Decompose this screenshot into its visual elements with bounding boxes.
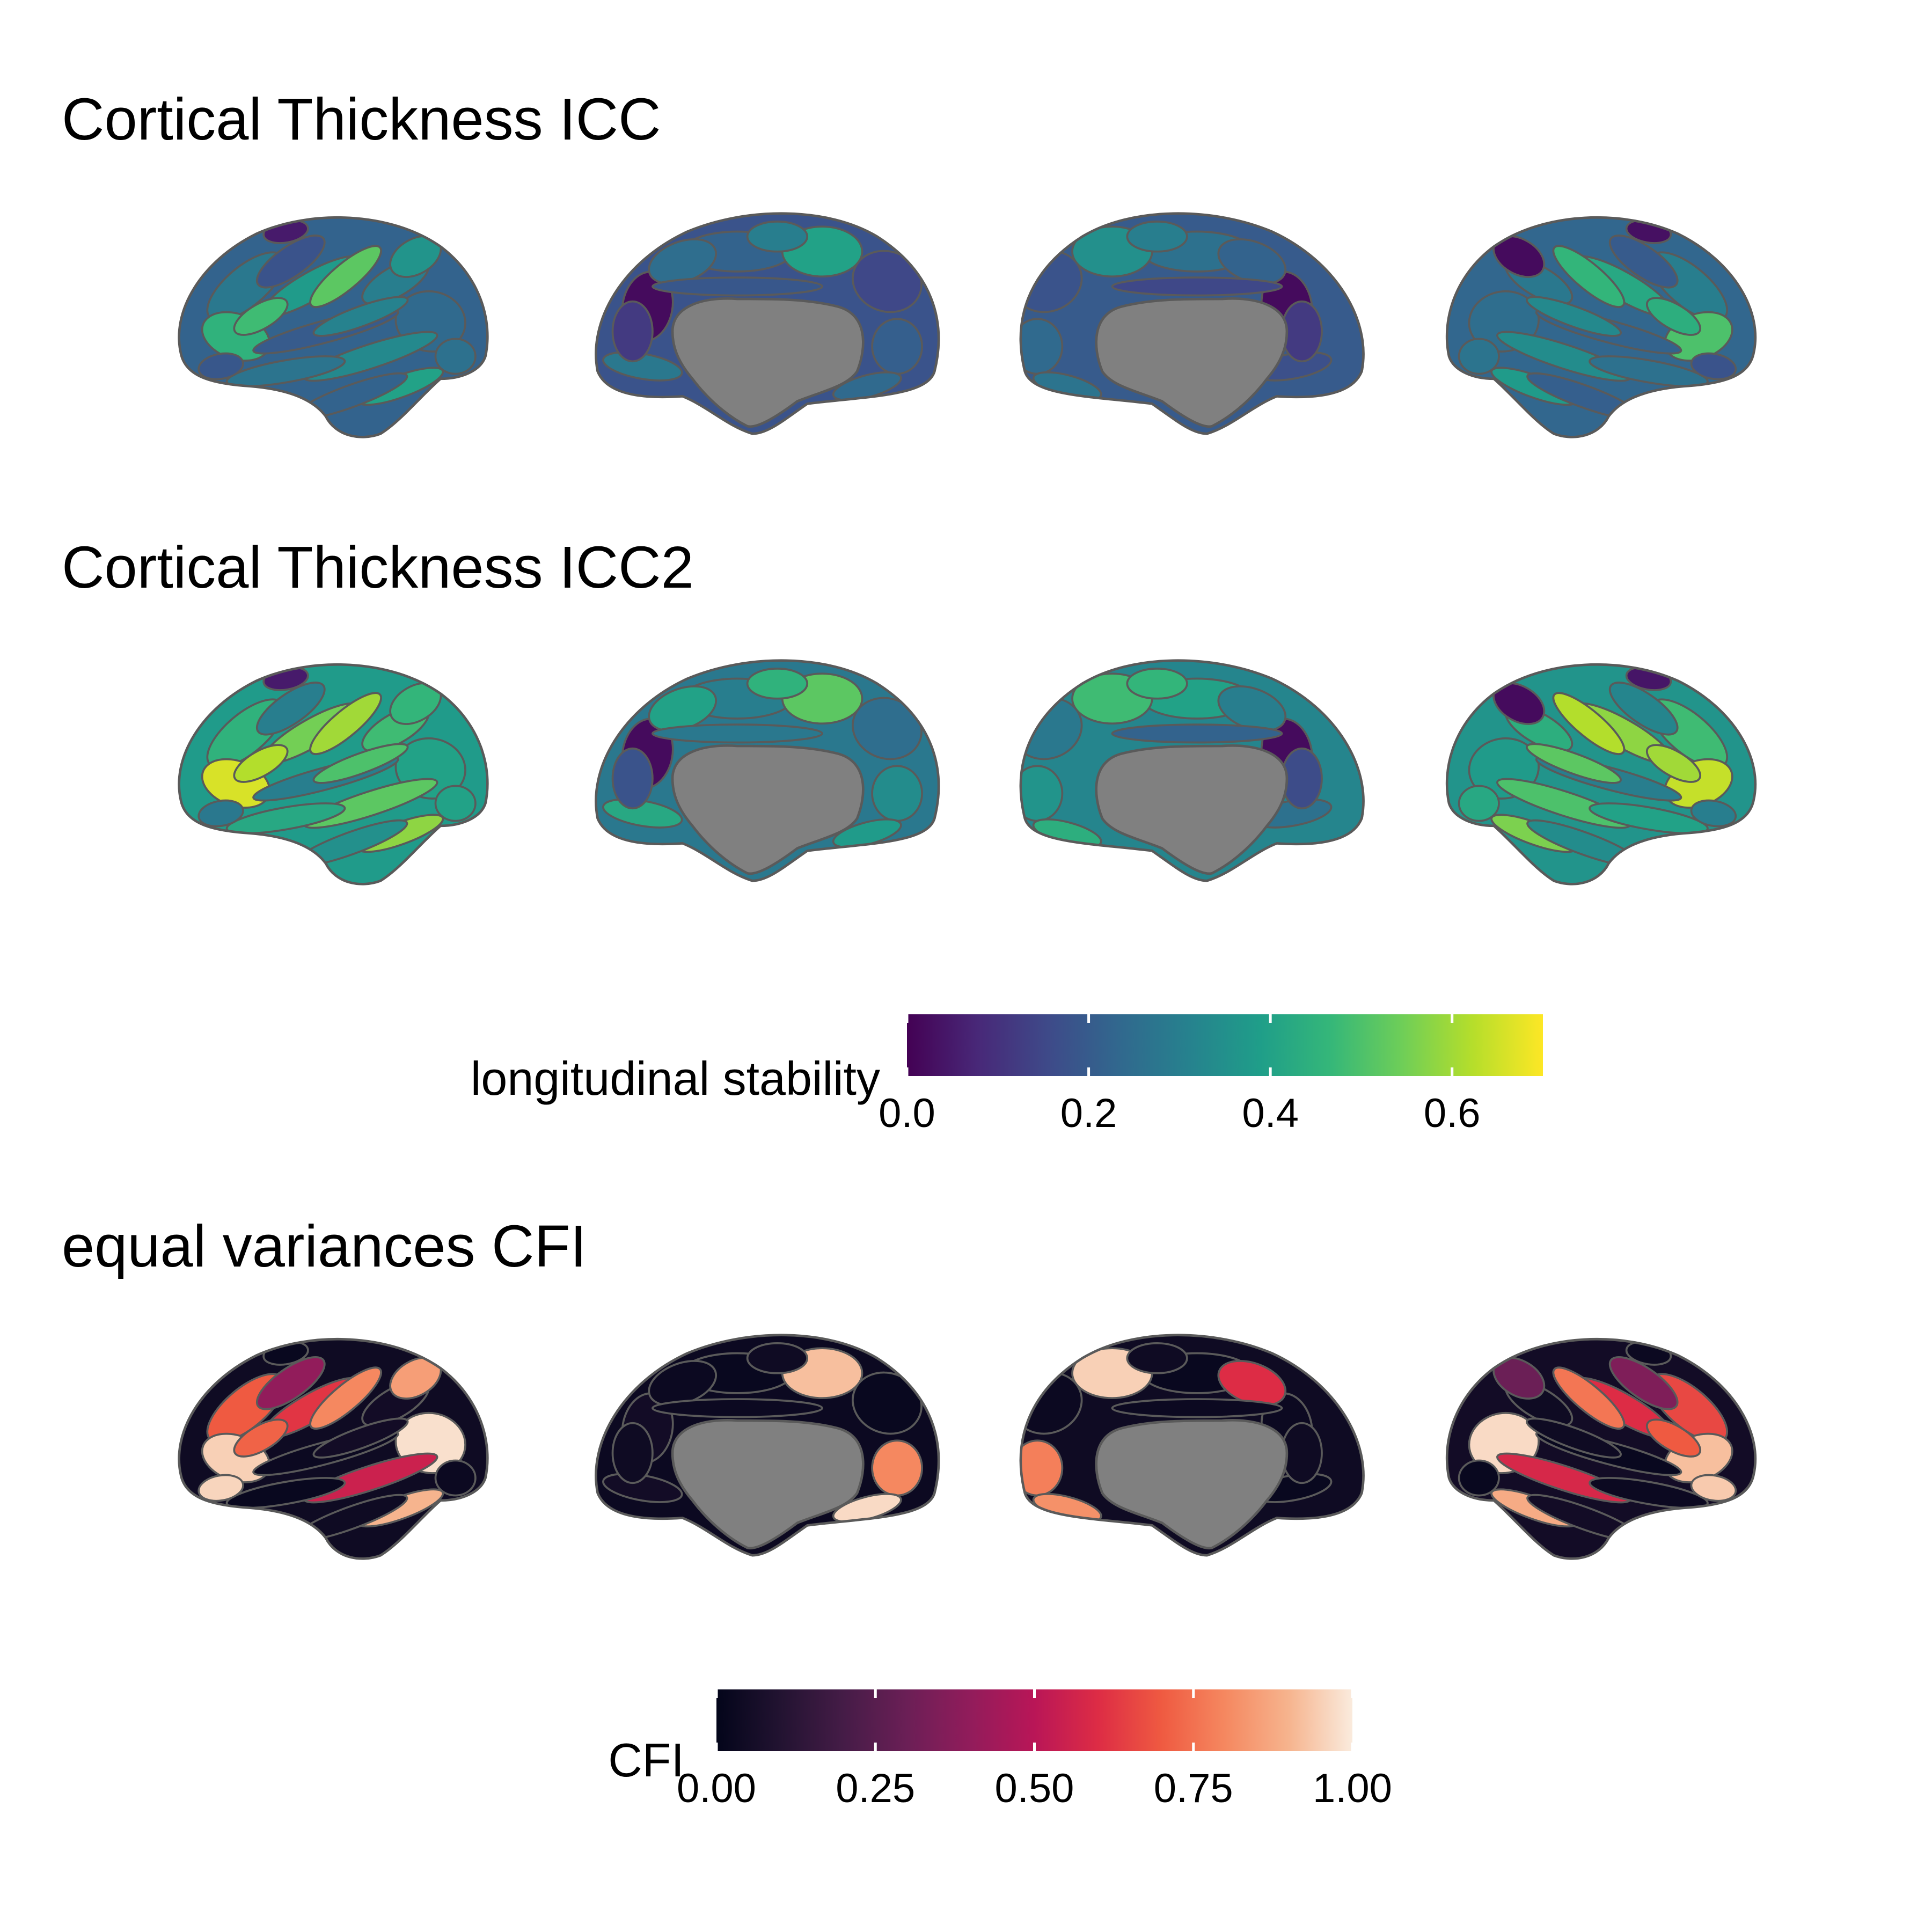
legend-tick-label: 0.50 [995, 1766, 1074, 1811]
cortical-region [872, 1440, 922, 1495]
cortical-region [653, 1399, 822, 1417]
legend-cfi: CFI 0.00 0.25 0.50 0.75 1.00 [608, 1689, 1392, 1811]
brain-row-cfi [179, 1335, 1755, 1559]
panel-title-icc2: Cortical Thickness ICC2 [62, 535, 694, 601]
legend-title-stability: longitudinal stability [471, 1052, 880, 1105]
cortical-region [1127, 669, 1187, 699]
brain-lateral-left [179, 664, 488, 884]
colorbar-viridis [907, 1014, 1543, 1076]
legend-tick-label: 0.00 [677, 1766, 756, 1811]
brain-row-icc2 [179, 661, 1755, 884]
brain-medial-right [1004, 661, 1363, 881]
cortical-region [1112, 1399, 1282, 1417]
brain-lateral-left [179, 1338, 488, 1558]
cortical-region [748, 669, 808, 699]
cortical-region [872, 319, 922, 374]
legend-longitudinal-stability: longitudinal stability 0.0 0.2 0.4 0.6 [471, 1014, 1543, 1136]
cortical-region [613, 1423, 653, 1483]
brain-medial-right [1004, 1335, 1363, 1555]
cortical-region [1112, 724, 1282, 742]
brain-lateral-right [1447, 217, 1755, 437]
brain-medial-left [596, 214, 939, 434]
brain-medial-left [596, 1335, 939, 1555]
panel-title-cfi: equal variances CFI [62, 1213, 587, 1279]
cortical-region [1459, 1460, 1499, 1495]
legend-tick-label: 0.75 [1154, 1766, 1233, 1811]
cortical-region [1112, 277, 1282, 295]
subcortical-mask [672, 745, 863, 873]
cortical-region [436, 1460, 475, 1495]
subcortical-mask [672, 298, 863, 426]
legend-tick-label: 0.2 [1060, 1091, 1117, 1136]
cortical-region [653, 724, 822, 742]
panel-title-icc: Cortical Thickness ICC [62, 86, 661, 152]
cortical-region [1459, 339, 1499, 374]
legend-tick-label: 0.6 [1424, 1091, 1481, 1136]
cortical-region [613, 302, 653, 362]
subcortical-mask [672, 1420, 863, 1548]
brain-medial-right [1004, 214, 1363, 434]
cortical-region [613, 749, 653, 809]
cortical-region [748, 1343, 808, 1373]
cortical-region [436, 339, 475, 374]
brain-lateral-left [179, 217, 488, 437]
subcortical-mask [1096, 1420, 1287, 1548]
subcortical-mask [1096, 745, 1287, 873]
cortical-region [1127, 222, 1187, 252]
cortical-region [1127, 1343, 1187, 1373]
cortical-region [436, 786, 475, 821]
subcortical-mask [1096, 298, 1287, 426]
legend-tick-label: 0.25 [836, 1766, 915, 1811]
legend-tick-label: 0.0 [879, 1091, 935, 1136]
cortical-region [872, 766, 922, 821]
cortical-region [748, 222, 808, 252]
brain-lateral-right [1447, 1338, 1755, 1558]
cortical-region [1459, 786, 1499, 821]
brain-lateral-right [1447, 664, 1755, 884]
cortical-region [653, 277, 822, 295]
legend-tick-label: 1.00 [1313, 1766, 1392, 1811]
colorbar-rocket [716, 1689, 1352, 1751]
brain-row-icc [179, 214, 1755, 437]
brain-medial-left [596, 661, 939, 881]
legend-tick-label: 0.4 [1242, 1091, 1299, 1136]
legend-title-cfi: CFI [608, 1733, 684, 1787]
